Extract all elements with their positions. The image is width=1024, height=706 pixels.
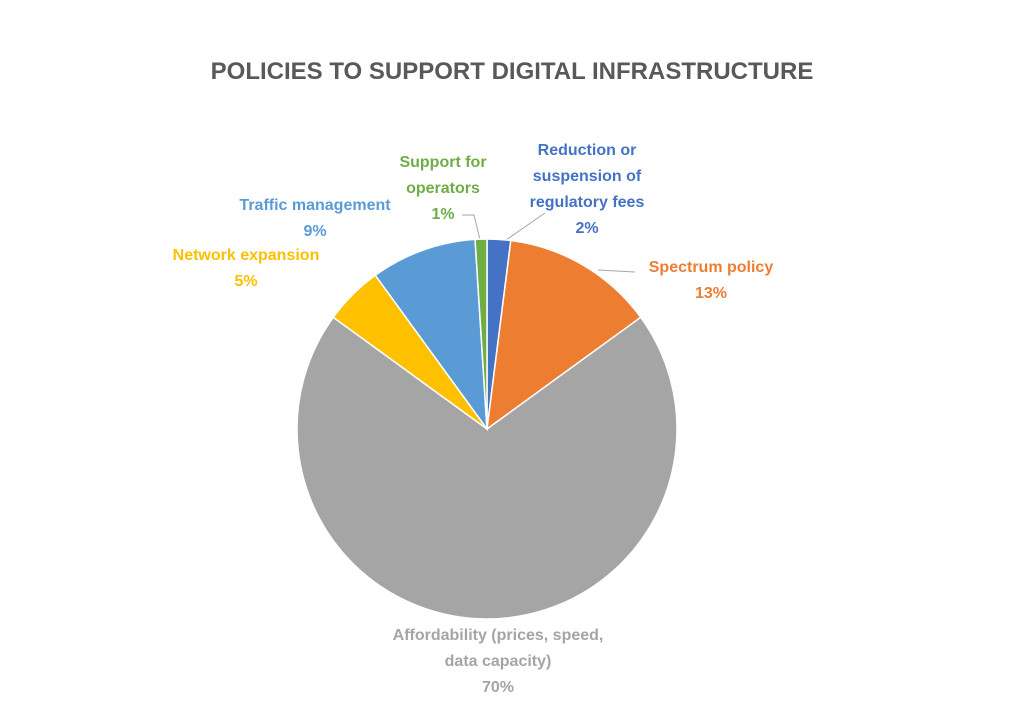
- chart-title: POLICIES TO SUPPORT DIGITAL INFRASTRUCTU…: [210, 58, 814, 85]
- leader-line: [597, 269, 636, 273]
- slice-label: Spectrum policy 13%: [611, 255, 811, 307]
- leader-line: [462, 214, 481, 241]
- category-label: Network expansion: [172, 247, 320, 264]
- value-label: 13%: [694, 285, 728, 302]
- value-label: 9%: [303, 223, 327, 240]
- value-label: 5%: [234, 273, 258, 290]
- value-label: 2%: [575, 220, 599, 237]
- slice-label: Support for operators 1%: [388, 150, 498, 228]
- slice-label: Network expansion 5%: [146, 243, 346, 295]
- slice-label: Traffic management 9%: [215, 193, 415, 245]
- category-label: Support for operators: [399, 154, 487, 197]
- category-label: Reduction or suspension of regulatory fe…: [529, 142, 645, 211]
- slice-label: Reduction or suspension of regulatory fe…: [512, 138, 662, 242]
- pie-slice: [474, 238, 488, 430]
- slice-label: Affordability (prices, speed, data capac…: [388, 623, 608, 701]
- leader-line: [505, 212, 546, 241]
- pie-slice: [296, 316, 678, 620]
- value-label: 1%: [431, 206, 455, 223]
- category-label: Affordability (prices, speed, data capac…: [392, 627, 604, 670]
- pie-slice: [486, 239, 642, 431]
- category-label: Spectrum policy: [648, 259, 774, 276]
- pie-slice: [374, 238, 488, 432]
- value-label: 70%: [481, 679, 515, 696]
- category-label: Traffic management: [239, 197, 391, 214]
